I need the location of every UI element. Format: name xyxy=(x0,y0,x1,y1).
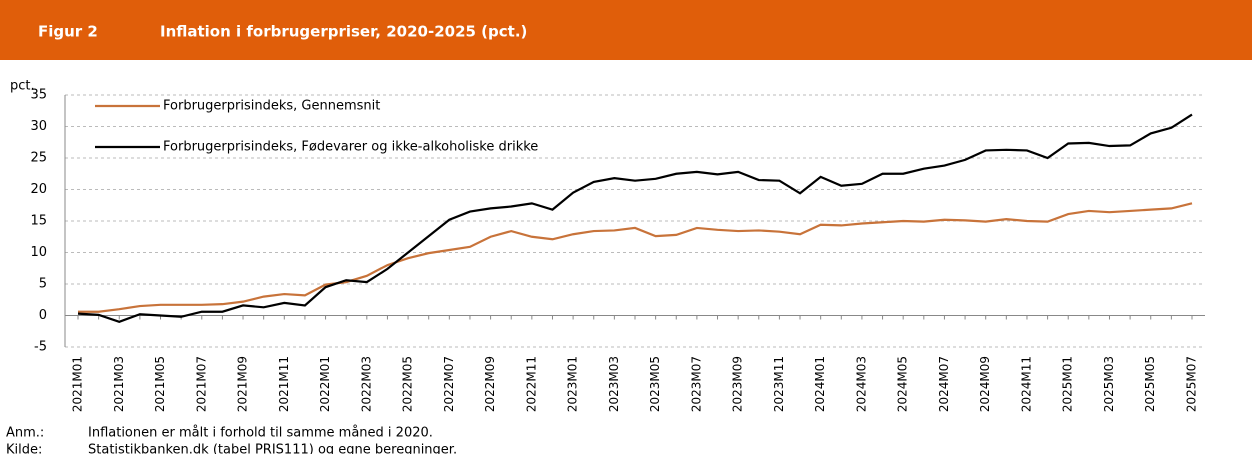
y-tick-label: 10 xyxy=(30,245,47,260)
figure-label: Figur 2 xyxy=(38,23,98,41)
x-tick-label: 2021M05 xyxy=(153,356,167,412)
x-tick-label: 2023M01 xyxy=(566,356,580,412)
chart-title: Inflation i forbrugerpriser, 2020-2025 (… xyxy=(160,23,527,41)
note-text: Inflationen er målt i forhold til samme … xyxy=(88,426,433,441)
x-tick-label: 2024M05 xyxy=(896,356,910,412)
series-line xyxy=(77,113,1193,323)
y-tick-label: 0 xyxy=(39,308,47,323)
x-tick-label: 2024M03 xyxy=(854,356,868,412)
x-tick-label: 2024M07 xyxy=(937,356,951,412)
x-tick-label: 2025M03 xyxy=(1102,356,1116,412)
x-tick-label: 2023M07 xyxy=(689,356,703,412)
legend-label: Forbrugerprisindeks, Fødevarer og ikke-a… xyxy=(163,140,538,155)
header-bar xyxy=(0,0,1252,60)
x-tick-label: 2025M07 xyxy=(1185,356,1199,412)
x-tick-label: 2023M09 xyxy=(731,356,745,412)
x-tick-label: 2022M11 xyxy=(524,356,538,412)
y-tick-label: 30 xyxy=(30,119,47,134)
note-label: Anm.: xyxy=(6,426,44,441)
x-tick-label: 2021M03 xyxy=(112,356,126,412)
y-tick-label: -5 xyxy=(34,340,47,355)
series-line xyxy=(78,202,1193,313)
y-tick-label: 15 xyxy=(30,214,47,229)
legend-label: Forbrugerprisindeks, Gennemsnit xyxy=(163,99,380,114)
y-tick-label: 25 xyxy=(30,151,47,166)
x-tick-label: 2022M09 xyxy=(483,356,497,412)
x-tick-label: 2022M07 xyxy=(442,356,456,412)
x-tick-label: 2023M11 xyxy=(772,356,786,412)
x-tick-label: 2021M09 xyxy=(236,356,250,412)
note-text: Statistikbanken.dk (tabel PRIS111) og eg… xyxy=(88,443,457,454)
x-tick-label: 2024M01 xyxy=(813,356,827,412)
x-tick-label: 2024M11 xyxy=(1019,356,1033,412)
x-tick-label: 2021M11 xyxy=(277,356,291,412)
y-axis-label: pct. xyxy=(10,79,35,94)
y-tick-label: 20 xyxy=(30,182,47,197)
x-tick-label: 2024M09 xyxy=(978,356,992,412)
x-tick-label: 2021M01 xyxy=(71,356,85,412)
x-tick-label: 2025M05 xyxy=(1143,356,1157,412)
y-tick-label: 5 xyxy=(39,277,47,292)
y-tick-label: 35 xyxy=(30,88,47,103)
note-label: Kilde: xyxy=(6,443,42,454)
x-tick-label: 2022M05 xyxy=(401,356,415,412)
x-tick-label: 2022M03 xyxy=(359,356,373,412)
x-tick-label: 2025M01 xyxy=(1061,356,1075,412)
x-tick-label: 2021M07 xyxy=(194,356,208,412)
x-tick-label: 2023M05 xyxy=(648,356,662,412)
x-tick-label: 2022M01 xyxy=(318,356,332,412)
x-tick-label: 2023M03 xyxy=(607,356,621,412)
